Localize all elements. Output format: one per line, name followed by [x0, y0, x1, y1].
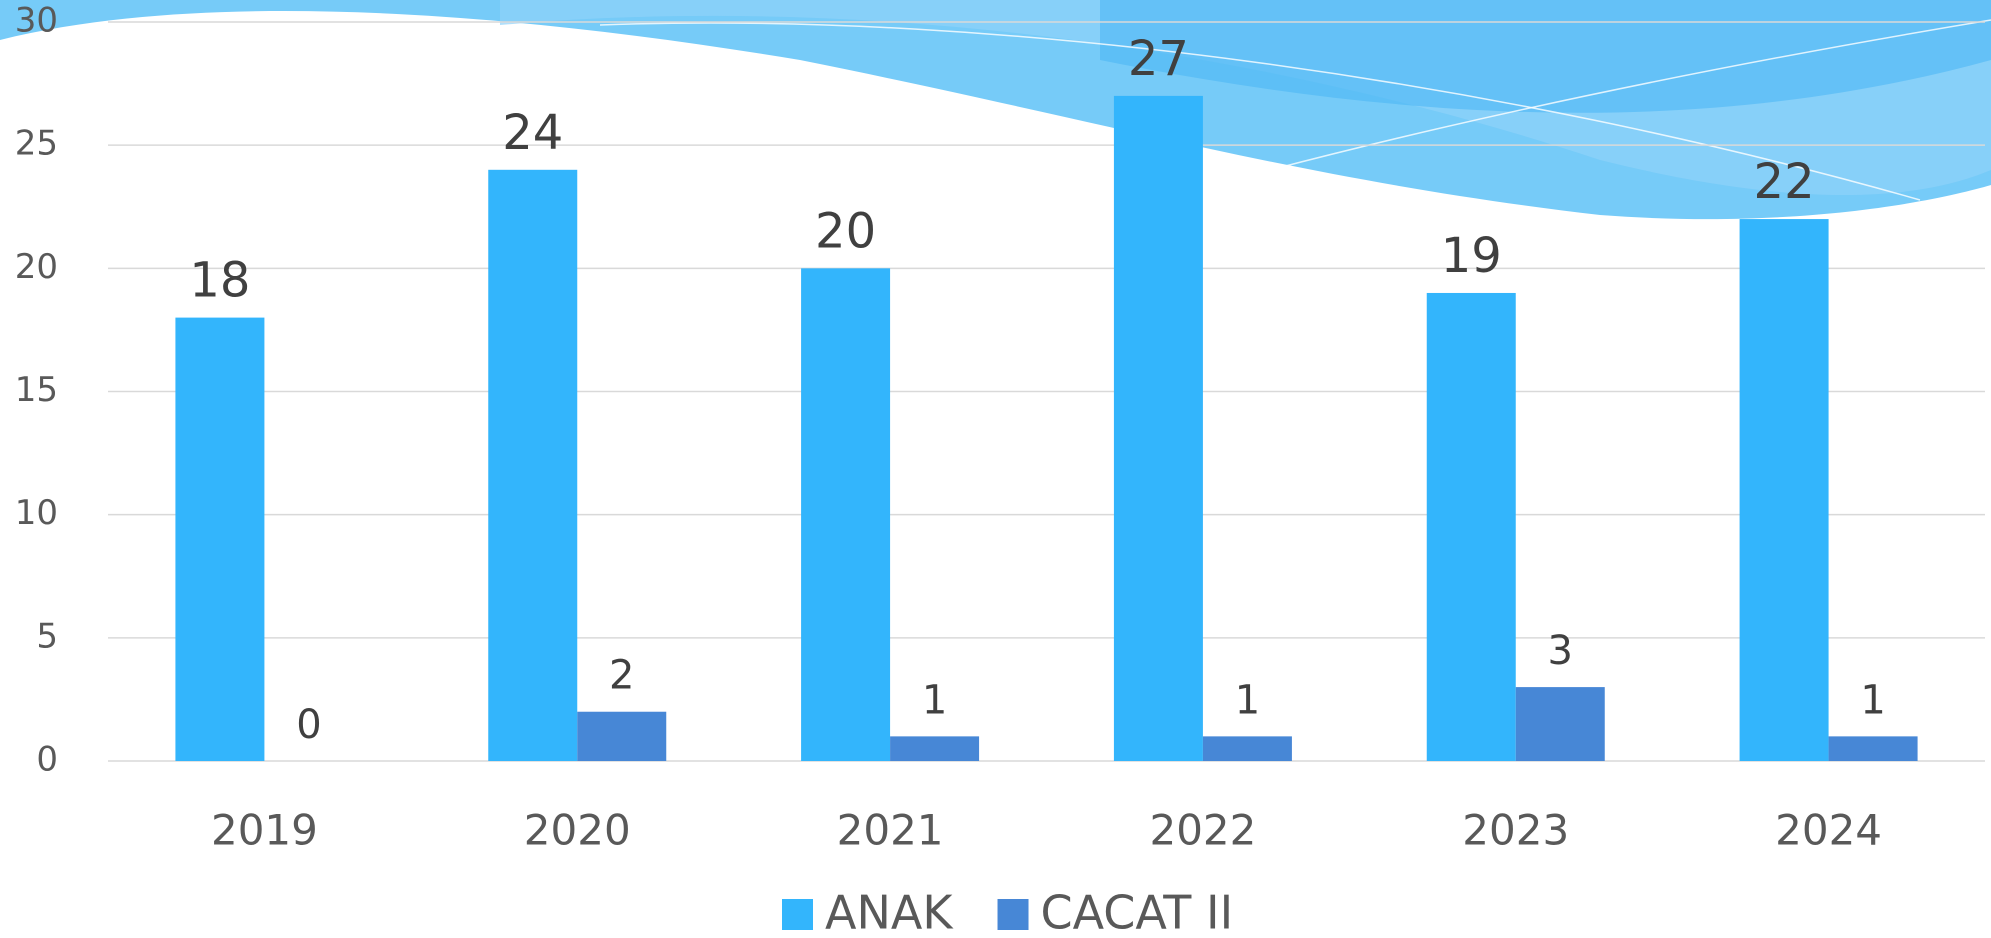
- bar: [175, 317, 265, 761]
- bar: [1202, 736, 1292, 761]
- x-tick-label: 2023: [1462, 806, 1569, 855]
- x-tick-label: 2022: [1149, 806, 1256, 855]
- legend-swatch: [782, 899, 813, 930]
- value-label: 3: [1548, 628, 1573, 674]
- value-label: 2: [609, 653, 634, 699]
- value-label: 24: [502, 105, 563, 161]
- x-tick-label: 2019: [211, 806, 318, 855]
- y-tick-label: 30: [15, 1, 58, 41]
- bar: [1113, 95, 1203, 761]
- bar: [890, 736, 980, 761]
- value-label: 20: [815, 203, 876, 259]
- bar: [488, 169, 578, 762]
- bar: [577, 711, 667, 761]
- y-tick-label: 25: [15, 124, 58, 164]
- bar: [1515, 687, 1605, 761]
- legend-label: CACAT II: [1041, 886, 1234, 938]
- bar: [1739, 219, 1829, 762]
- y-tick-label: 15: [15, 370, 58, 410]
- value-label: 1: [1860, 677, 1885, 723]
- legend-swatch: [997, 899, 1029, 930]
- value-label: 1: [922, 677, 947, 723]
- legend-label: ANAK: [825, 886, 954, 938]
- bar: [1426, 292, 1516, 761]
- y-tick-label: 10: [15, 493, 58, 533]
- y-tick-label: 5: [36, 616, 58, 656]
- x-tick-label: 2020: [524, 806, 631, 855]
- bar: [801, 268, 891, 761]
- value-label: 0: [296, 702, 321, 748]
- y-tick-label: 20: [15, 247, 58, 287]
- bar: [1828, 736, 1918, 761]
- background-wave: [0, 0, 1991, 220]
- x-tick-label: 2024: [1775, 806, 1882, 855]
- value-label: 22: [1754, 154, 1815, 210]
- value-label: 19: [1441, 228, 1502, 284]
- value-label: 1: [1235, 677, 1260, 723]
- y-tick-label: 0: [36, 740, 58, 780]
- value-label: 27: [1128, 31, 1189, 87]
- x-tick-label: 2021: [837, 806, 944, 855]
- value-label: 18: [189, 253, 250, 309]
